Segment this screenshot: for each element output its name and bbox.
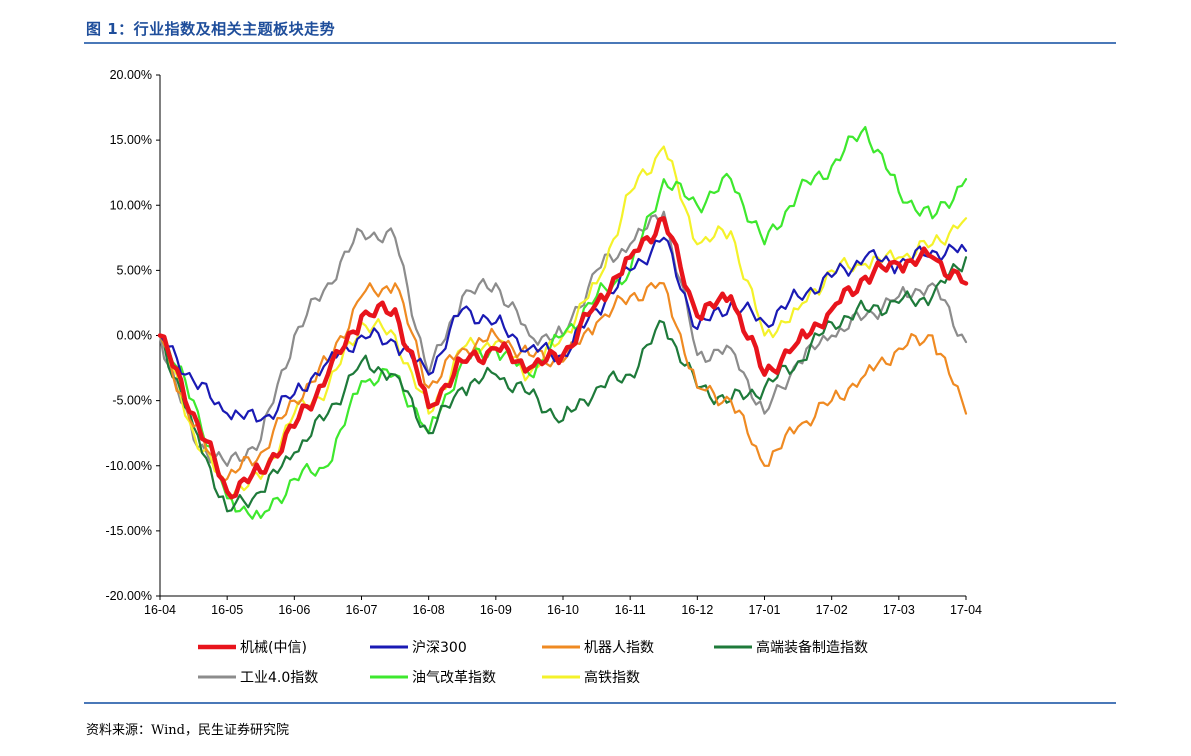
line-chart: 20.00% 15.00% 10.00% 5.00% 0.00% -5.00% -10.00… — [105, 68, 982, 686]
legend-label: 油气改革指数 — [412, 670, 496, 686]
x-tick-label: 16-07 — [346, 603, 378, 617]
series-line — [158, 256, 968, 513]
legend-item: 油气改革指数 — [370, 670, 496, 686]
title-divider — [84, 42, 1116, 44]
x-tick-label: 16-06 — [278, 603, 310, 617]
legend-item: 沪深300 — [370, 640, 467, 656]
legend-label: 高端装备制造指数 — [756, 639, 868, 656]
series-line — [157, 216, 969, 500]
legend-item: 机器人指数 — [542, 640, 654, 656]
x-tick-label: 17-04 — [950, 603, 982, 617]
x-tick-label: 17-01 — [749, 603, 781, 617]
legend-label: 工业4.0指数 — [240, 670, 318, 686]
y-tick-label: -5.00% — [112, 394, 152, 408]
x-tick-label: 16-09 — [480, 603, 512, 617]
figure-title: 图 1：行业指数及相关主题板块走势 — [86, 20, 336, 38]
x-tick-label: 16-11 — [615, 603, 646, 617]
series-layer — [157, 125, 969, 520]
legend-item: 机械(中信) — [198, 640, 307, 656]
legend-item: 工业4.0指数 — [198, 670, 318, 686]
y-tick-label: -20.00% — [105, 589, 152, 603]
y-tick-label: 5.00% — [117, 263, 152, 277]
legend-label: 机械(中信) — [240, 640, 307, 656]
series-line — [158, 125, 968, 520]
x-tick-label: 16-08 — [413, 603, 445, 617]
y-tick-label: -15.00% — [105, 524, 152, 538]
y-tick-label: 0.00% — [117, 329, 152, 343]
x-tick-label: 17-02 — [816, 603, 848, 617]
y-tick-label: 15.00% — [110, 133, 152, 147]
y-tick-label: 20.00% — [110, 68, 152, 82]
x-tick-label: 16-10 — [547, 603, 579, 617]
legend-item: 高端装备制造指数 — [714, 639, 868, 656]
series-line — [158, 210, 968, 467]
x-tick-label: 16-04 — [144, 603, 176, 617]
y-tick-label: -10.00% — [105, 459, 152, 473]
x-tick-label: 17-03 — [883, 603, 915, 617]
y-tick-label: 10.00% — [110, 198, 152, 212]
source-note: 资料来源：Wind，民生证券研究院 — [86, 723, 289, 738]
series-line — [158, 281, 968, 484]
legend-label: 机器人指数 — [584, 640, 654, 656]
footer-divider — [84, 702, 1116, 704]
legend-label: 沪深300 — [412, 640, 467, 656]
chart-axes: 20.00% 15.00% 10.00% 5.00% 0.00% -5.00% -10.00… — [105, 68, 982, 617]
legend-label: 高铁指数 — [584, 669, 640, 686]
x-tick-label: 16-05 — [211, 603, 243, 617]
legend-item: 高铁指数 — [542, 669, 640, 686]
x-tick-label: 16-12 — [681, 603, 713, 617]
